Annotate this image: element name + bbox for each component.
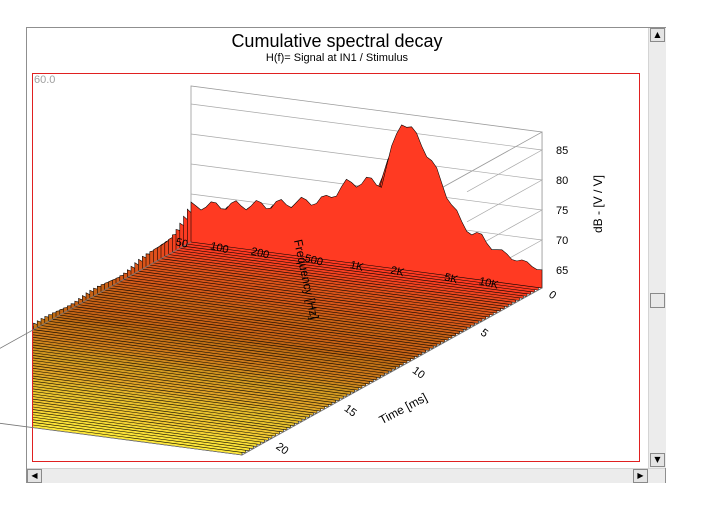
level-gridline [190, 163, 544, 253]
plot-frame [32, 73, 640, 462]
time-tick-label: 10 [410, 365, 427, 382]
axis-box-front [0, 241, 543, 456]
scroll-right-icon[interactable]: ▶ [633, 469, 648, 483]
level-gridline [190, 133, 544, 223]
time-tick-label: 20 [274, 441, 291, 458]
level-axis-label: dB - [V / V] [591, 175, 605, 233]
scroll-up-icon[interactable]: ▲ [650, 28, 665, 42]
chart-title: Cumulative spectral decay [231, 31, 443, 51]
level-tick-label: 65 [556, 265, 568, 277]
frequency-tick-label: 50 [174, 236, 189, 251]
plot-corner-value: 60.0 [34, 74, 56, 86]
chart-subtitle: H(f)= Signal at IN1 / Stimulus [265, 52, 409, 64]
scroll-left-icon[interactable]: ◀ [27, 469, 42, 483]
frequency-axis-line [0, 241, 192, 349]
vertical-scroll-thumb[interactable] [650, 293, 665, 308]
level-tick-label: 80 [556, 175, 568, 187]
frequency-tick-label: 100 [209, 240, 230, 256]
level-tick-label: 85 [556, 145, 568, 157]
decay-slices [33, 124, 543, 456]
vertical-scrollbar[interactable]: ▲ ▼ [648, 28, 666, 468]
level-tick-label: 70 [556, 235, 568, 247]
time-axis-label: Time [ms] [377, 390, 430, 427]
frequency-tick-label: 500 [303, 253, 324, 269]
horizontal-scrollbar[interactable]: ◀ ▶ [27, 468, 648, 483]
frequency-tick-label: 5K [443, 271, 460, 286]
time-axis-line [241, 287, 543, 456]
scroll-corner [648, 468, 665, 483]
decay-slice [190, 124, 543, 289]
time-tick-label: 0 [546, 289, 558, 302]
front-edge-line [0, 422, 243, 456]
time-tick-label: 5 [478, 327, 490, 340]
level-tick-label: 75 [556, 205, 568, 217]
frequency-tick-label: 200 [250, 245, 271, 261]
frequency-tick-label: 1K [349, 259, 366, 274]
frequency-tick-label: 10K [478, 275, 501, 292]
level-gridline [190, 103, 544, 193]
scroll-down-icon[interactable]: ▼ [650, 453, 665, 467]
time-tick-label: 15 [342, 403, 359, 420]
frequency-tick-label: 2K [389, 264, 406, 279]
